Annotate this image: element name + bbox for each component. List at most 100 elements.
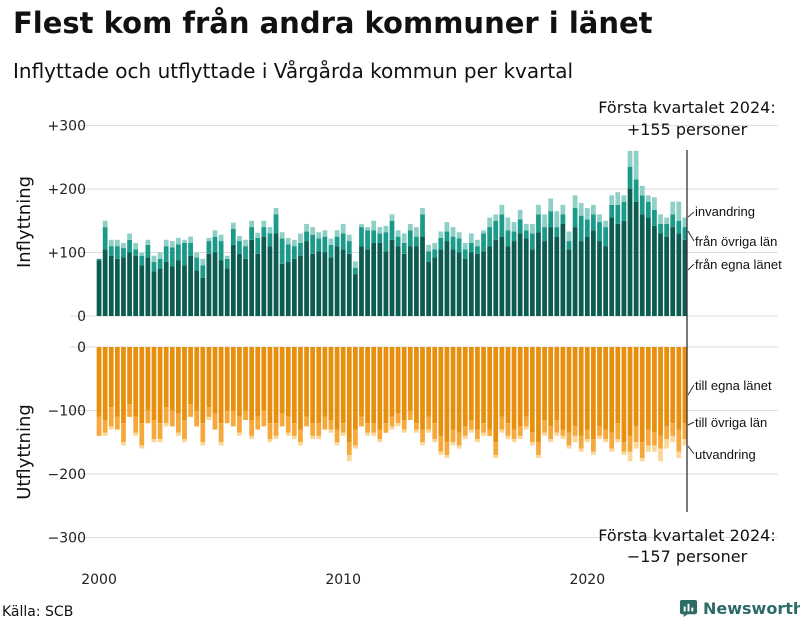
- annotation-bottom-line2: −157 personer: [627, 547, 748, 566]
- bar-inflyttning-s1-q4: [121, 248, 126, 258]
- bar-inflyttning-s1-q30: [279, 238, 285, 264]
- bar-utflyttning-s1-q44: [365, 423, 370, 433]
- bar-inflyttning-s1-q34: [304, 231, 309, 242]
- bar-inflyttning-s0-q92: [658, 233, 663, 316]
- bar-inflyttning-s0-q62: [475, 253, 480, 316]
- bar-inflyttning-s2-q85: [615, 192, 621, 205]
- bar-utflyttning-s0-q39: [334, 347, 340, 430]
- bar-inflyttning-s0-q34: [304, 241, 309, 316]
- bar-utflyttning-s0-q1: [102, 347, 108, 421]
- bar-utflyttning-s1-q21: [224, 410, 230, 424]
- bar-inflyttning-s2-q61: [468, 233, 474, 243]
- bar-inflyttning-s0-q16: [194, 270, 200, 316]
- chart-subtitle: Inflyttade och utflyttade i Vårgårda kom…: [13, 59, 574, 83]
- bar-utflyttning-s1-q13: [176, 413, 181, 433]
- bar-inflyttning-s2-q23: [237, 235, 242, 242]
- bar-inflyttning-s0-q23: [237, 253, 242, 316]
- bar-inflyttning-s0-q73: [542, 241, 547, 316]
- series-label-ovriga-lan-out: till övriga län: [695, 415, 767, 430]
- bar-inflyttning-s1-q78: [572, 208, 578, 228]
- bar-utflyttning-s1-q87: [627, 435, 633, 452]
- bar-inflyttning-s1-q74: [548, 211, 554, 228]
- bar-inflyttning-s1-q25: [249, 227, 255, 240]
- bar-inflyttning-s0-q52: [414, 246, 419, 316]
- bar-inflyttning-s1-q18: [206, 241, 212, 254]
- bar-inflyttning-s1-q66: [499, 214, 505, 237]
- bar-utflyttning-s1-q62: [475, 429, 480, 440]
- bar-utflyttning-s2-q86: [621, 451, 627, 455]
- bar-inflyttning-s2-q52: [414, 227, 419, 237]
- bar-inflyttning-s2-q32: [291, 239, 297, 247]
- y-tick-label-inflyttning: +300: [48, 119, 86, 135]
- bar-utflyttning-s1-q39: [334, 429, 340, 443]
- bar-utflyttning-s0-q74: [548, 347, 554, 427]
- bar-inflyttning-s2-q48: [389, 214, 395, 221]
- bar-utflyttning-s1-q5: [127, 404, 132, 417]
- bar-utflyttning-s1-q68: [511, 429, 517, 440]
- bar-utflyttning-s2-q61: [468, 429, 474, 433]
- bar-inflyttning-s0-q17: [200, 277, 206, 316]
- bar-inflyttning-s2-q17: [200, 258, 206, 266]
- bar-inflyttning-s0-q45: [371, 242, 377, 316]
- bar-inflyttning-s1-q6: [133, 249, 139, 256]
- bar-utflyttning-s0-q24: [243, 347, 248, 411]
- bar-inflyttning-s2-q7: [139, 252, 145, 256]
- bar-utflyttning-s2-q42: [353, 445, 358, 449]
- bar-inflyttning-s1-q47: [383, 232, 389, 252]
- bar-inflyttning-s0-q35: [310, 253, 316, 316]
- bar-utflyttning-s1-q32: [291, 423, 297, 436]
- bar-utflyttning-s1-q71: [529, 432, 535, 443]
- bar-utflyttning-s0-q32: [291, 347, 297, 424]
- bar-inflyttning-s0-q80: [584, 236, 590, 317]
- x-tick-label: 2010: [325, 572, 361, 588]
- bar-inflyttning-s2-q70: [523, 223, 529, 231]
- bar-utflyttning-s2-q65: [493, 454, 499, 459]
- bar-utflyttning-s2-q90: [645, 445, 651, 452]
- bar-utflyttning-s1-q22: [230, 410, 236, 427]
- bar-inflyttning-s1-q41: [346, 241, 352, 254]
- bar-inflyttning-s0-q76: [560, 223, 566, 316]
- bar-utflyttning-s0-q88: [633, 347, 639, 427]
- bar-utflyttning-s1-q43: [359, 416, 364, 427]
- newsworthy-logo: Newsworthy: [679, 599, 800, 618]
- bar-inflyttning-s0-q9: [151, 271, 157, 316]
- bar-inflyttning-s2-q81: [591, 204, 596, 215]
- bar-utflyttning-s0-q38: [328, 347, 334, 421]
- bar-inflyttning-s0-q21: [224, 268, 230, 317]
- bar-inflyttning-s0-q91: [652, 225, 657, 316]
- bar-inflyttning-s0-q27: [261, 236, 267, 317]
- bar-inflyttning-s2-q55: [432, 242, 438, 250]
- bar-utflyttning-s0-q93: [664, 347, 670, 427]
- bar-utflyttning-s2-q68: [511, 439, 517, 443]
- bar-inflyttning-s2-q6: [133, 242, 139, 250]
- bar-inflyttning-s1-q23: [237, 241, 242, 254]
- bar-utflyttning-s1-q86: [621, 442, 627, 452]
- bar-utflyttning-s0-q37: [322, 347, 328, 417]
- bar-utflyttning-s2-q96: [682, 439, 688, 446]
- bar-inflyttning-s1-q2: [108, 246, 114, 256]
- bar-inflyttning-s1-q50: [401, 242, 407, 254]
- bar-inflyttning-s0-q77: [566, 249, 572, 316]
- bar-inflyttning-s0-q58: [450, 249, 456, 316]
- series-label-utvandring-leader: [687, 445, 695, 455]
- bar-inflyttning-s2-q82: [597, 214, 602, 223]
- bar-inflyttning-s1-q69: [517, 219, 523, 234]
- bar-inflyttning-s0-q85: [615, 223, 621, 316]
- bar-inflyttning-s2-q39: [334, 230, 340, 237]
- bar-utflyttning-s2-q53: [420, 442, 425, 446]
- bar-utflyttning-s1-q51: [407, 410, 413, 421]
- y-tick-label-inflyttning: 0: [77, 309, 86, 325]
- bar-inflyttning-s1-q89: [639, 195, 645, 215]
- bar-utflyttning-s0-q54: [426, 347, 431, 417]
- bar-utflyttning-s1-q35: [310, 423, 316, 436]
- bar-utflyttning-s0-q22: [230, 347, 236, 411]
- bar-utflyttning-s1-q65: [493, 442, 499, 455]
- y-tick-label-inflyttning: +200: [48, 182, 86, 198]
- bar-inflyttning-s1-q65: [493, 220, 499, 240]
- bar-inflyttning-s2-q96: [682, 217, 688, 228]
- bar-inflyttning-s2-q24: [243, 239, 248, 247]
- bar-inflyttning-s1-q53: [420, 214, 425, 237]
- bar-utflyttning-s1-q81: [591, 439, 596, 452]
- bar-inflyttning-s0-q39: [334, 246, 340, 316]
- bar-inflyttning-s2-q21: [224, 255, 230, 259]
